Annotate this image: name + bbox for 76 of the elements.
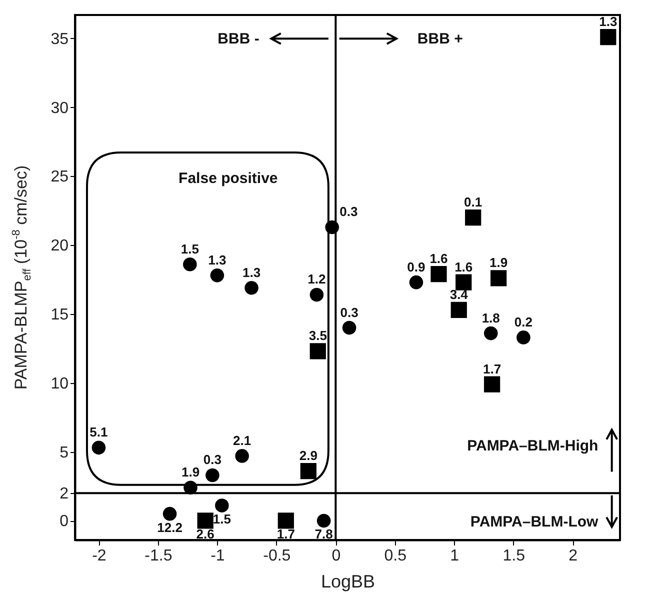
point	[600, 28, 616, 46]
annotation: 0.3	[340, 304, 358, 320]
annotation: 1.9	[490, 255, 508, 270]
annotation: 1.7	[276, 526, 295, 542]
annotation: 3.5	[308, 328, 327, 344]
annotation: BBB -	[218, 30, 260, 48]
point	[210, 268, 224, 282]
annotation: 1.2	[308, 272, 326, 287]
x-axis-title: LogBB	[320, 572, 376, 592]
annotation: 0.1	[464, 194, 482, 210]
point	[215, 498, 229, 512]
annotation: 2.1	[233, 432, 252, 448]
annotation: PAMPA–BLM-High	[467, 438, 598, 454]
y-tick-label: 15	[50, 306, 69, 324]
y-tick-label: 25	[50, 168, 69, 186]
annotation: 1.5	[180, 241, 199, 256]
point	[450, 302, 467, 318]
x-tick-label: -1.5	[144, 548, 172, 564]
annotation: 1.5	[212, 512, 231, 527]
annotation: 1.8	[482, 310, 500, 326]
point	[310, 288, 324, 302]
point	[310, 343, 326, 360]
x-tick-label: -1	[210, 548, 225, 564]
point	[235, 449, 249, 463]
x-tick-label: 1.5	[502, 548, 526, 564]
point	[516, 330, 530, 344]
y-tick-label: 20	[50, 238, 69, 255]
point	[456, 274, 472, 290]
x-tick-label: -2	[92, 548, 106, 564]
annotation: 1.7	[483, 361, 502, 376]
annotation: PAMPA–BLM-Low	[470, 514, 599, 531]
x-tick-label: 2	[568, 548, 578, 564]
annotation: 12.2	[157, 520, 182, 535]
point	[92, 440, 106, 455]
annotation: 1.3	[242, 264, 261, 280]
annotation: 1.9	[181, 464, 200, 480]
point	[300, 463, 316, 480]
x-tick-label: -0.5	[263, 548, 291, 564]
point	[197, 512, 214, 529]
annotation: 0.2	[514, 314, 532, 330]
y-tick-label: 2	[60, 486, 69, 503]
point	[409, 275, 424, 290]
annotation: 7.8	[314, 526, 333, 542]
x-tick-label: 0	[332, 548, 341, 564]
annotation: 2.9	[299, 448, 318, 464]
annotation: 0.9	[407, 259, 426, 274]
y-tick-label: 35	[50, 30, 69, 48]
annotation: 2.6	[196, 526, 214, 542]
annotation: 1.3	[599, 14, 618, 30]
point	[484, 326, 498, 340]
annotation: 3.4	[450, 286, 469, 302]
point	[183, 258, 197, 272]
x-tick-label: 0.5	[384, 548, 407, 564]
point	[430, 266, 447, 282]
point	[316, 514, 331, 528]
point	[278, 512, 294, 529]
y-tick-label: 5	[60, 444, 69, 462]
y-tick-label: 10	[50, 375, 69, 392]
annotation: 1.6	[430, 251, 448, 266]
x-tick-label: 1	[450, 548, 460, 564]
point	[206, 468, 220, 482]
point	[342, 320, 356, 335]
annotation: 0.3	[203, 452, 222, 468]
y-tick-label: 0	[60, 513, 69, 530]
point	[484, 376, 500, 392]
point	[490, 270, 507, 286]
annotation: 5.1	[90, 424, 108, 440]
annotation: False positive	[178, 170, 278, 187]
point	[162, 506, 177, 521]
annotation: 0.3	[340, 204, 358, 220]
annotation: 1.6	[454, 259, 473, 274]
y-tick-label: 30	[50, 100, 69, 117]
point	[465, 209, 482, 226]
point	[244, 280, 258, 295]
annotation: BBB +	[417, 30, 464, 48]
annotation: 1.3	[208, 252, 226, 268]
